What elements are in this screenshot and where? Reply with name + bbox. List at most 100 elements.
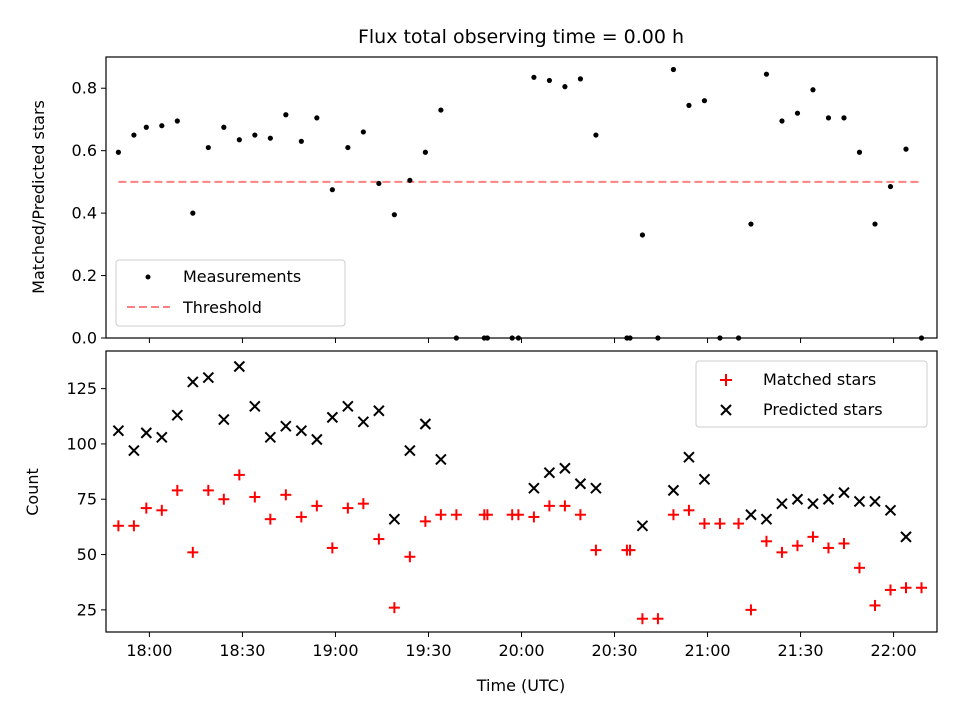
x-tick-label: 18:30 xyxy=(219,641,265,660)
measurement-point xyxy=(143,124,149,130)
predicted-stars-point xyxy=(869,495,881,508)
measurement-point xyxy=(701,98,708,104)
legend-measurements-label: Measurements xyxy=(183,267,301,286)
predicted-stars-point xyxy=(760,513,773,525)
matched-stars-point xyxy=(853,562,865,574)
predicted-stars-point xyxy=(357,416,370,428)
bottom-y-tick-label: 125 xyxy=(66,379,97,398)
measurement-point xyxy=(422,149,428,155)
predicted-stars-point xyxy=(884,504,897,517)
predicted-stars-point xyxy=(388,513,401,525)
measurement-point xyxy=(174,118,180,124)
predicted-stars-point xyxy=(667,484,680,497)
matched-stars-point xyxy=(481,509,493,521)
measurement-point xyxy=(825,115,832,121)
matched-stars-point xyxy=(435,509,447,521)
bottom-legend: Matched stars Predicted stars xyxy=(695,360,928,428)
measurement-point xyxy=(298,138,304,144)
matched-stars-point xyxy=(915,582,927,594)
predicted-stars-point xyxy=(156,431,168,443)
bottom-y-tick-label: 100 xyxy=(66,434,97,453)
x-tick-label: 19:00 xyxy=(312,641,358,660)
x-tick-label: 20:30 xyxy=(591,641,637,660)
bottom-y-tick-label: 50 xyxy=(77,545,97,564)
matched-stars-point xyxy=(326,542,338,554)
legend-predicted-marker xyxy=(720,404,732,416)
matched-stars-point xyxy=(733,518,745,530)
bottom-y-axis-label: Count xyxy=(23,468,42,516)
matched-stars-point xyxy=(233,469,245,481)
predicted-stars-point xyxy=(249,400,261,413)
legend-measurements-marker xyxy=(145,274,151,280)
x-tick-label: 20:00 xyxy=(498,641,544,660)
predicted-stars-point xyxy=(326,411,339,424)
top-legend: Measurements Threshold xyxy=(115,259,346,327)
matched-stars-point xyxy=(295,511,307,523)
matched-stars-point xyxy=(683,504,695,516)
predicted-stars-point xyxy=(202,371,215,384)
legend-matched-label: Matched stars xyxy=(763,370,876,389)
predicted-stars-point xyxy=(187,376,199,388)
top-y-tick-label: 0.2 xyxy=(72,266,97,285)
predicted-stars-point xyxy=(264,431,277,443)
measurement-point xyxy=(205,144,211,151)
predicted-stars-point xyxy=(636,520,649,532)
matched-stars-point xyxy=(388,602,400,614)
x-tick-label: 19:30 xyxy=(405,641,451,660)
predicted-stars-point xyxy=(776,497,788,510)
measurement-point xyxy=(267,135,273,141)
matched-stars-point xyxy=(342,502,354,514)
matched-stars-point xyxy=(357,498,369,510)
measurement-point xyxy=(221,124,227,130)
chart-title: Flux total observing time = 0.00 h xyxy=(358,26,684,48)
matched-stars-point xyxy=(838,537,850,549)
predicted-stars-point xyxy=(233,360,246,373)
matched-stars-point xyxy=(128,520,140,532)
legend-predicted-label: Predicted stars xyxy=(763,400,883,419)
matched-stars-point xyxy=(419,515,431,527)
predicted-stars-point xyxy=(435,453,447,466)
measurement-point xyxy=(252,132,258,138)
predicted-stars-point xyxy=(543,466,556,479)
measurement-point xyxy=(856,149,863,155)
measurement-point xyxy=(887,183,894,190)
matched-stars-point xyxy=(900,582,912,594)
x-axis-label: Time (UTC) xyxy=(476,676,565,695)
matched-stars-point xyxy=(776,546,788,558)
top-plot-area: 0.00.20.40.60.8 Matched/Predicted stars … xyxy=(29,56,938,348)
predicted-stars-point xyxy=(419,418,432,430)
measurement-point xyxy=(562,84,568,90)
x-tick-label: 22:00 xyxy=(871,641,917,660)
matched-stars-point xyxy=(574,509,586,521)
predicted-stars-point xyxy=(112,424,125,437)
top-y-tick-label: 0.4 xyxy=(72,204,97,223)
matched-stars-point xyxy=(807,531,819,543)
measurement-point xyxy=(531,74,537,80)
measurement-point xyxy=(190,210,196,216)
predicted-stars-point xyxy=(404,444,416,457)
measurement-point xyxy=(407,177,413,183)
measurement-point xyxy=(872,221,878,227)
predicted-stars-point xyxy=(528,482,540,494)
measurement-point xyxy=(686,102,692,108)
matched-stars-point xyxy=(869,599,881,611)
predicted-stars-point xyxy=(295,424,308,437)
legend-threshold-label: Threshold xyxy=(182,298,262,317)
predicted-stars-point xyxy=(559,462,571,474)
measurement-point xyxy=(159,123,165,129)
predicted-stars-point xyxy=(683,451,695,463)
matched-stars-point xyxy=(373,533,385,545)
top-y-tick-label: 0.0 xyxy=(72,329,97,348)
matched-stars-point xyxy=(714,518,726,530)
matched-stars-point xyxy=(450,509,462,521)
x-tick-label: 21:00 xyxy=(684,641,730,660)
measurement-point xyxy=(283,112,289,118)
matched-stars-point xyxy=(202,484,214,496)
bottom-plot-area: 25 50 75 100 125 18:00 18:30 19:00 19:30 20:00 20… xyxy=(23,350,938,695)
predicted-stars-point xyxy=(590,482,602,494)
measurement-point xyxy=(841,115,847,121)
measurement-point xyxy=(345,144,351,151)
predicted-stars-point xyxy=(140,427,153,439)
matched-stars-point xyxy=(745,604,757,616)
